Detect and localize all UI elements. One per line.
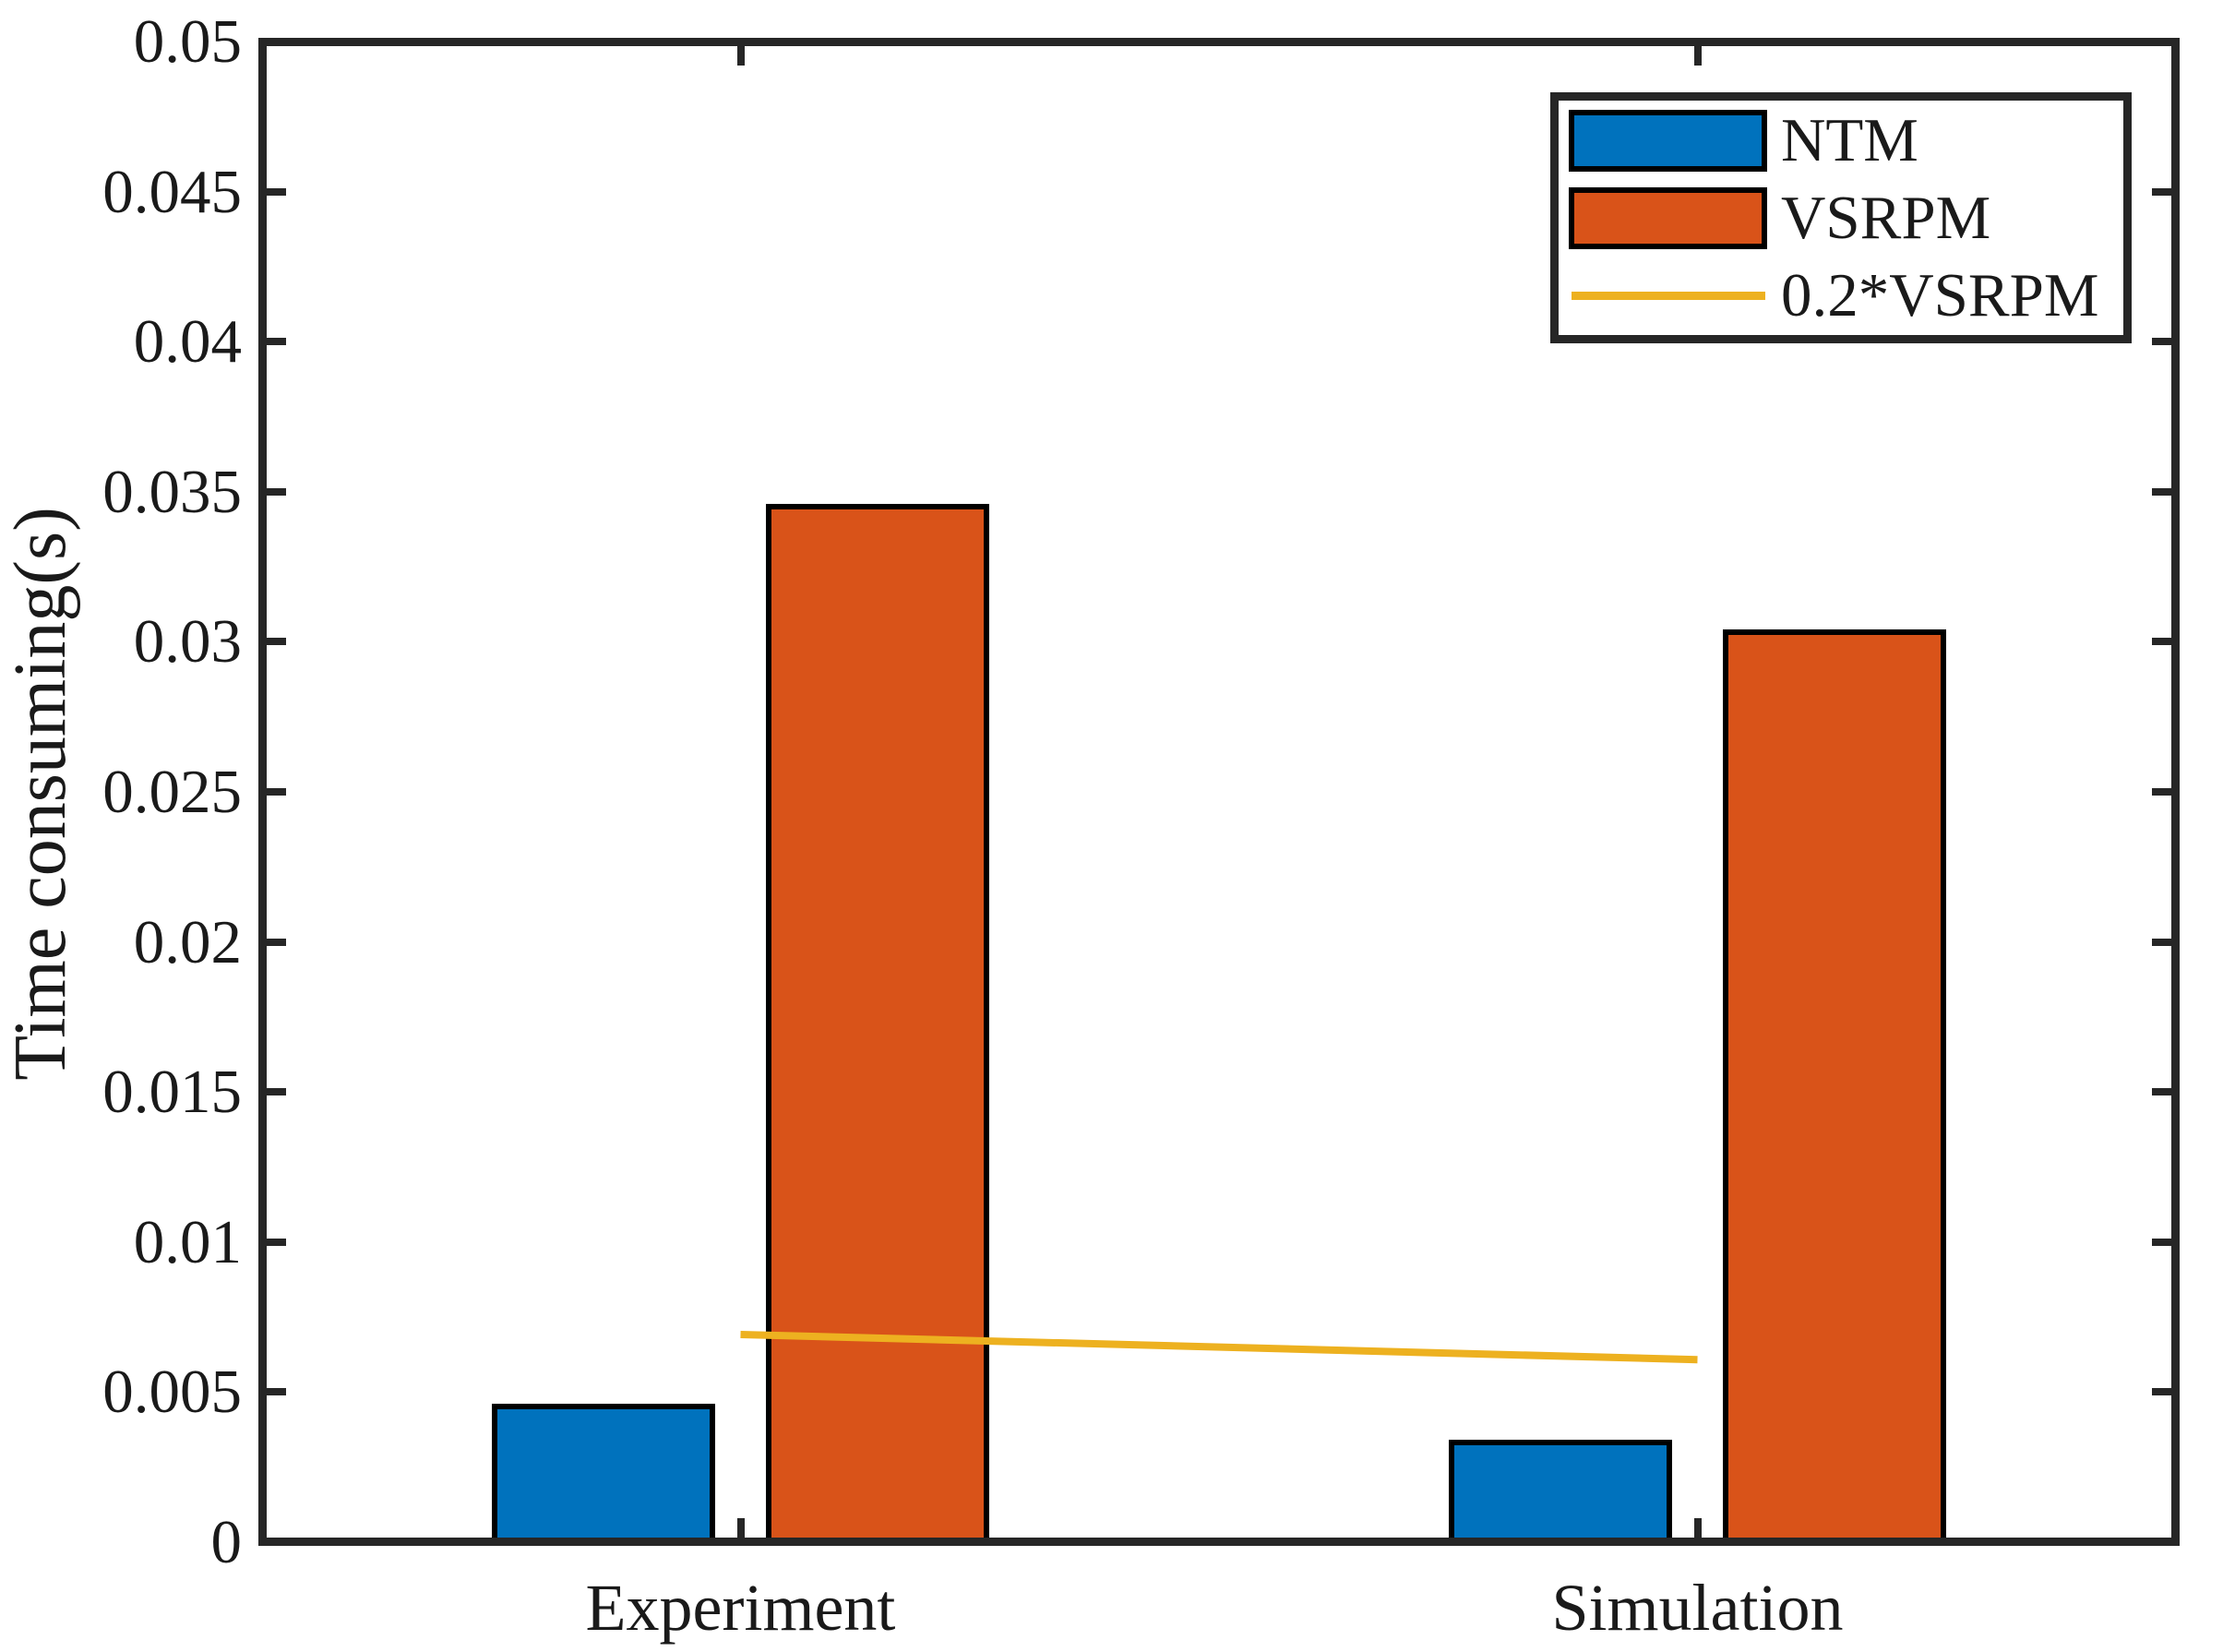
- y-tick-left: [262, 187, 286, 196]
- y-tick-label: 0.03: [133, 607, 242, 676]
- trend-line-0-2-vsrpm: [740, 1330, 1698, 1364]
- y-tick-label: 0.02: [133, 907, 242, 976]
- y-tick-right: [2152, 938, 2176, 946]
- bar-vsrpm-experiment: [765, 503, 990, 1542]
- y-tick-left: [262, 38, 286, 45]
- y-tick-label: 0.01: [133, 1207, 242, 1276]
- x-tick-bottom: [1693, 1518, 1702, 1542]
- y-tick-left: [262, 788, 286, 796]
- y-tick-label: 0.005: [102, 1358, 242, 1427]
- y-tick-left: [262, 638, 286, 646]
- x-tick-label-experiment: Experiment: [585, 1571, 896, 1645]
- x-tick-bottom: [736, 1518, 745, 1542]
- y-tick-left: [262, 938, 286, 946]
- y-tick-left: [262, 1388, 286, 1396]
- legend-swatch-col: [1569, 109, 1767, 172]
- y-tick-right: [2152, 1088, 2176, 1096]
- y-tick-right: [2152, 1238, 2176, 1246]
- bar-ntm-experiment: [491, 1404, 716, 1542]
- legend-label-0-2-vsrpm: 0.2*VSRPM: [1781, 261, 2099, 329]
- y-tick-label: 0: [210, 1508, 243, 1576]
- y-tick-right: [2152, 638, 2176, 646]
- y-tick-left: [262, 487, 286, 496]
- y-tick-right: [2152, 338, 2176, 346]
- legend-item-ntm: NTM: [1559, 102, 2123, 179]
- x-tick-label-simulation: Simulation: [1551, 1571, 1844, 1645]
- legend-swatch-vsrpm: [1569, 186, 1767, 249]
- legend: NTM VSRPM 0.2*VSRPM: [1550, 92, 2132, 343]
- legend-swatch-col: [1569, 291, 1767, 300]
- y-tick-label: 0.015: [102, 1058, 242, 1127]
- y-tick-label: 0.05: [133, 7, 242, 76]
- y-tick-label: 0.025: [102, 758, 242, 826]
- bar-vsrpm-simulation: [1722, 629, 1947, 1542]
- y-tick-label: 0.035: [102, 457, 242, 526]
- legend-swatch-ntm: [1569, 109, 1767, 172]
- legend-swatch-col: [1569, 186, 1767, 249]
- x-tick-top: [736, 42, 745, 66]
- legend-item-0-2-vsrpm: 0.2*VSRPM: [1559, 257, 2123, 334]
- bar-ntm-simulation: [1448, 1440, 1673, 1542]
- y-tick-label: 0.045: [102, 157, 242, 226]
- y-tick-right: [2152, 187, 2176, 196]
- legend-label-ntm: NTM: [1781, 106, 1918, 174]
- plot-area: [262, 38, 2176, 1546]
- y-tick-left: [262, 338, 286, 346]
- x-tick-top: [1693, 42, 1702, 66]
- y-tick-right: [2152, 1538, 2176, 1546]
- y-tick-right: [2152, 487, 2176, 496]
- trend-line-layer: [740, 1330, 1698, 1364]
- y-tick-left: [262, 1538, 286, 1546]
- legend-item-vsrpm: VSRPM: [1559, 179, 2123, 257]
- legend-label-vsrpm: VSRPM: [1781, 184, 1991, 252]
- y-tick-label: 0.04: [133, 307, 242, 377]
- y-tick-right: [2152, 38, 2176, 45]
- legend-line-0-2-vsrpm: [1571, 291, 1765, 300]
- y-tick-left: [262, 1088, 286, 1096]
- y-tick-right: [2152, 788, 2176, 796]
- y-tick-left: [262, 1238, 286, 1246]
- y-tick-right: [2152, 1388, 2176, 1396]
